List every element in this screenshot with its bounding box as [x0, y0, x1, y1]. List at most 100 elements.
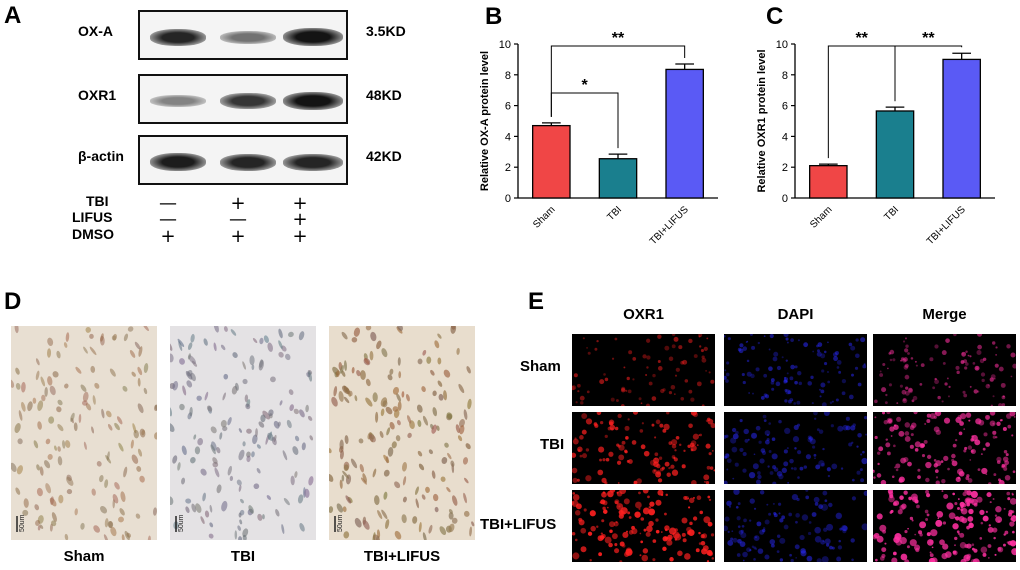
ihc-texture: 50um — [170, 326, 314, 540]
condition-mark: + — [230, 193, 246, 214]
wb-protein-label: OX-A — [78, 23, 113, 39]
y-tick-label: 8 — [782, 70, 788, 82]
ihc-image: 50um — [170, 326, 316, 540]
wb-blot-box — [138, 135, 348, 185]
panel-label-c: C — [766, 3, 784, 30]
ihc-caption: TBI — [230, 548, 256, 565]
scale-bar-label: 50um — [19, 514, 26, 532]
fluo-texture — [724, 490, 867, 562]
significance-label: ** — [612, 30, 625, 47]
y-tick-label: 6 — [505, 101, 511, 113]
wb-band — [150, 153, 206, 171]
x-tick-label: Sham — [531, 204, 557, 230]
ihc-texture: 50um — [11, 326, 157, 540]
condition-label: LIFUS — [72, 209, 113, 225]
ox-a-bar-chart: 0 2 4 6 8 10 Relative OX-A protein level Sham TB… — [479, 30, 718, 247]
bar — [809, 165, 848, 199]
wb-band — [220, 93, 276, 109]
wb-band — [150, 28, 206, 46]
scale-bar-label: 50um — [337, 514, 344, 532]
wb-protein-label: OXR1 — [78, 87, 117, 103]
ihc-texture: 50um — [329, 326, 475, 540]
fluorescence-image — [572, 412, 715, 484]
scale-bar-label: 50um — [178, 514, 185, 532]
x-tick-label: TBI — [882, 204, 901, 223]
panel-label-d: D — [4, 288, 22, 315]
fluo-texture — [873, 412, 1016, 484]
ihc-image: 50um — [329, 326, 475, 540]
panel-label-b: B — [485, 3, 503, 30]
x-tick-label: TBI+LIFUS — [925, 204, 968, 247]
ihc-caption: TBI+LIFUS — [363, 548, 441, 565]
condition-mark: + — [292, 193, 308, 214]
fluorescence-image — [572, 334, 715, 406]
fluo-column-header: DAPI — [777, 306, 814, 323]
y-tick-label: 2 — [782, 162, 788, 174]
ihc-image: 50um — [11, 326, 157, 540]
condition-mark: + — [292, 226, 308, 247]
fluo-texture — [724, 334, 867, 406]
y-tick-label: 2 — [505, 162, 511, 174]
significance-bracket — [550, 45, 686, 117]
wb-size-label: 48KD — [366, 87, 402, 103]
condition-mark: — — [159, 193, 177, 214]
wb-band — [283, 92, 343, 110]
x-tick-label: Sham — [808, 204, 834, 230]
fluo-row-header: Sham — [520, 358, 561, 375]
y-tick-label: 10 — [499, 39, 511, 51]
wb-size-label: 3.5KD — [366, 23, 406, 39]
significance-label: * — [582, 77, 589, 94]
y-tick-label: 0 — [505, 193, 511, 205]
bar — [942, 58, 981, 199]
bar — [532, 124, 571, 199]
wb-band — [220, 153, 276, 171]
fluorescence-image — [572, 490, 715, 562]
condition-mark: — — [159, 209, 177, 230]
x-tick-label: TBI+LIFUS — [648, 204, 691, 247]
y-axis-label: Relative OX-A protein level — [479, 51, 491, 191]
wb-blot-box — [138, 10, 348, 60]
fluorescence-image — [724, 412, 867, 484]
fluorescence-image — [873, 412, 1016, 484]
fluorescence-image — [724, 490, 867, 562]
panel-label-e: E — [528, 288, 545, 315]
fluorescence-image — [873, 490, 1016, 562]
bar — [665, 68, 704, 199]
wb-band — [220, 30, 276, 44]
wb-band — [283, 153, 343, 171]
fluo-texture — [572, 334, 715, 406]
y-tick-label: 8 — [505, 70, 511, 82]
condition-label: DMSO — [72, 226, 114, 242]
y-tick-label: 4 — [505, 131, 511, 143]
condition-mark: + — [292, 209, 308, 230]
wb-band — [283, 28, 343, 46]
significance-label: ** — [922, 30, 935, 47]
wb-blot-box — [138, 74, 348, 124]
y-tick-label: 10 — [776, 39, 788, 51]
significance-bracket — [894, 45, 963, 102]
y-tick-label: 4 — [782, 131, 788, 143]
y-axis-label: Relative OXR1 protein level — [756, 49, 768, 192]
wb-size-label: 42KD — [366, 148, 402, 164]
condition-mark: — — [229, 209, 247, 230]
fluo-row-header: TBI+LIFUS — [480, 516, 557, 533]
condition-label: TBI — [86, 193, 109, 209]
condition-mark: + — [160, 226, 176, 247]
y-tick-label: 0 — [782, 193, 788, 205]
condition-mark: + — [230, 226, 246, 247]
fluorescence-image — [873, 334, 1016, 406]
fluo-texture — [873, 490, 1016, 562]
fluo-column-header: OXR1 — [623, 306, 664, 323]
fluo-texture — [572, 490, 715, 562]
wb-band — [150, 95, 206, 107]
ihc-caption: Sham — [63, 548, 105, 565]
wb-protein-label: β-actin — [78, 148, 124, 164]
bar — [598, 158, 638, 199]
fluo-texture — [724, 412, 867, 484]
bar — [875, 110, 915, 199]
y-tick-label: 6 — [782, 101, 788, 113]
significance-label: ** — [855, 30, 868, 47]
oxr1-bar-chart: 0 2 4 6 8 10 Relative OXR1 protein level Sham TB… — [756, 30, 995, 247]
x-tick-label: TBI — [605, 204, 624, 223]
fluo-texture — [572, 412, 715, 484]
